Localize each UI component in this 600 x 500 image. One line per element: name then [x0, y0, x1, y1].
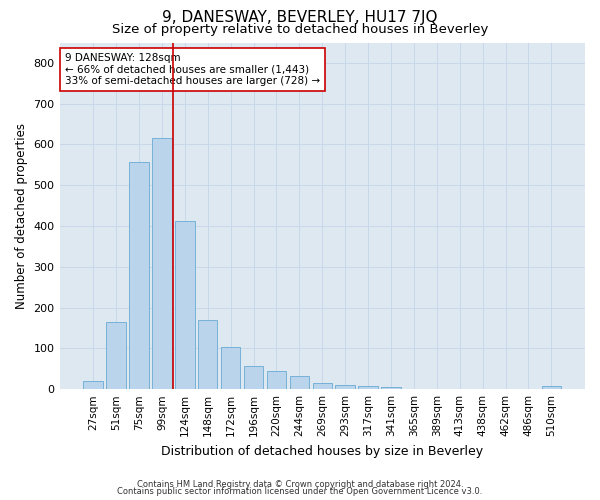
Bar [313, 383, 332, 389]
Bar [198, 320, 217, 389]
Text: 9 DANESWAY: 128sqm
← 66% of detached houses are smaller (1,443)
33% of semi-deta: 9 DANESWAY: 128sqm ← 66% of detached hou… [65, 53, 320, 86]
Bar [106, 322, 126, 389]
Text: Contains HM Land Registry data © Crown copyright and database right 2024.: Contains HM Land Registry data © Crown c… [137, 480, 463, 489]
Bar [83, 381, 103, 389]
Text: Contains public sector information licensed under the Open Government Licence v3: Contains public sector information licen… [118, 487, 482, 496]
Bar [244, 366, 263, 389]
Bar [381, 387, 401, 389]
Y-axis label: Number of detached properties: Number of detached properties [15, 123, 28, 309]
Text: 9, DANESWAY, BEVERLEY, HU17 7JQ: 9, DANESWAY, BEVERLEY, HU17 7JQ [162, 10, 438, 25]
Bar [290, 376, 309, 389]
Text: Size of property relative to detached houses in Beverley: Size of property relative to detached ho… [112, 22, 488, 36]
Bar [129, 162, 149, 389]
Bar [221, 347, 241, 389]
Bar [175, 220, 194, 389]
Bar [267, 371, 286, 389]
Bar [152, 138, 172, 389]
Bar [542, 386, 561, 389]
Bar [358, 386, 378, 389]
X-axis label: Distribution of detached houses by size in Beverley: Distribution of detached houses by size … [161, 444, 484, 458]
Bar [335, 385, 355, 389]
